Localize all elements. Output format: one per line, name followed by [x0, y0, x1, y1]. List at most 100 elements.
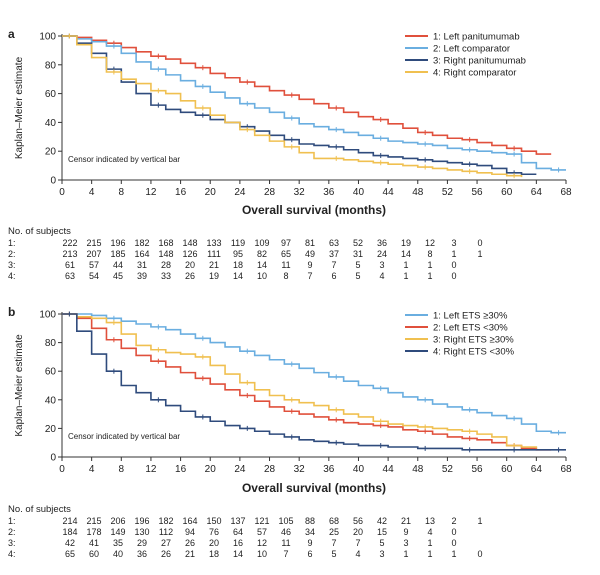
x-tick-label: 16: [175, 187, 187, 198]
risk-cell: 28: [161, 260, 171, 270]
risk-cell: 1: [403, 549, 408, 559]
risk-cell: 164: [182, 516, 197, 526]
risk-cell: 222: [62, 238, 77, 248]
risk-cell: 182: [134, 238, 149, 248]
risk-cell: 2:: [8, 527, 16, 537]
x-tick-label: 40: [353, 464, 365, 475]
risk-cell: 182: [158, 516, 173, 526]
risk-cell: 60: [89, 549, 99, 559]
km-curve-series-3: [62, 313, 538, 449]
x-tick-label: 44: [383, 464, 395, 475]
risk-cell: 150: [206, 516, 221, 526]
x-tick-label: 48: [412, 464, 424, 475]
risk-cell: 1: [477, 249, 482, 259]
km-curve-series-1: [62, 313, 566, 434]
risk-cell: 97: [281, 238, 291, 248]
risk-cell: 12: [425, 238, 435, 248]
risk-cell: 21: [209, 260, 219, 270]
risk-cell: 149: [110, 527, 125, 537]
x-tick-label: 68: [560, 464, 572, 475]
risk-cell: 65: [281, 249, 291, 259]
km-curve-series-4: [62, 313, 566, 451]
risk-cell: 40: [113, 549, 123, 559]
risk-cell: 57: [89, 260, 99, 270]
risk-cell: 213: [62, 249, 77, 259]
risk-cell: 15: [377, 527, 387, 537]
x-tick-label: 32: [294, 464, 306, 475]
risk-cell: 133: [206, 238, 221, 248]
x-tick-label: 28: [264, 187, 276, 198]
km-curve-series-2: [62, 313, 552, 451]
risk-cell: 11: [281, 260, 290, 270]
risk-cell: 3: [379, 260, 384, 270]
risk-cell: 95: [233, 249, 243, 259]
x-tick-label: 8: [119, 464, 125, 475]
risk-cell: 9: [403, 527, 408, 537]
y-tick-label: 40: [45, 118, 57, 129]
risk-cell: 4: [355, 549, 360, 559]
risk-cell: 26: [185, 271, 195, 281]
risk-cell: 0: [451, 527, 456, 537]
risk-cell: 61: [65, 260, 75, 270]
risk-cell: 10: [257, 271, 267, 281]
risk-cell: 1: [427, 549, 432, 559]
risk-cell: 20: [209, 538, 219, 548]
risk-cell: 27: [161, 538, 171, 548]
x-tick-label: 52: [442, 187, 454, 198]
risk-cell: 1: [427, 260, 432, 270]
risk-cell: 105: [278, 516, 293, 526]
risk-cell: 126: [182, 249, 197, 259]
risk-cell: 25: [329, 527, 339, 537]
risk-cell: 31: [353, 249, 363, 259]
y-tick-label: 20: [45, 147, 57, 158]
risk-cell: 13: [425, 516, 435, 526]
legend-entry: 2: Left comparator: [433, 44, 510, 55]
risk-cell: 54: [89, 271, 99, 281]
risk-cell: 21: [401, 516, 411, 526]
risk-cell: 49: [305, 249, 315, 259]
risk-cell: 45: [113, 271, 123, 281]
risk-cell: 65: [65, 549, 75, 559]
risk-cell: 64: [233, 527, 243, 537]
risk-cell: 41: [89, 538, 99, 548]
risk-cell: 168: [158, 238, 173, 248]
risk-cell: 37: [329, 249, 339, 259]
y-axis-title: Kaplan–Meier estimate: [14, 334, 25, 437]
x-tick-label: 36: [323, 464, 335, 475]
x-axis-title: Overall survival (months): [242, 203, 386, 217]
y-tick-label: 100: [39, 32, 56, 43]
x-tick-label: 60: [501, 464, 513, 475]
risk-cell: 8: [283, 271, 288, 281]
risk-cell: 7: [307, 271, 312, 281]
risk-cell: 137: [230, 516, 245, 526]
risk-cell: 36: [137, 549, 147, 559]
risk-cell: 0: [451, 260, 456, 270]
risk-cell: 215: [86, 516, 101, 526]
risk-cell: 68: [329, 516, 339, 526]
risk-cell: 82: [257, 249, 267, 259]
risk-cell: 42: [377, 516, 387, 526]
risk-cell: 36: [377, 238, 387, 248]
risk-cell: 112: [159, 527, 173, 537]
risk-cell: 14: [233, 549, 243, 559]
panel-label: b: [8, 305, 15, 319]
x-tick-label: 8: [119, 187, 125, 198]
y-tick-label: 80: [45, 338, 57, 349]
risk-cell: 130: [134, 527, 149, 537]
risk-cell: 5: [355, 260, 360, 270]
risk-cell: 7: [331, 538, 336, 548]
y-tick-label: 20: [45, 424, 57, 435]
risk-cell: 3:: [8, 260, 16, 270]
risk-cell: 1: [451, 549, 456, 559]
legend-entry: 2: Left ETS <30%: [433, 323, 508, 334]
x-tick-label: 52: [442, 464, 454, 475]
risk-cell: 1: [477, 516, 482, 526]
risk-cell: 14: [257, 260, 267, 270]
legend-entry: 1: Left panitumumab: [433, 32, 520, 43]
x-tick-label: 40: [353, 187, 365, 198]
risk-cell: 3: [451, 238, 456, 248]
y-axis-title: Kaplan–Meier estimate: [14, 56, 25, 159]
risk-cell: 9: [307, 260, 312, 270]
risk-cell: 34: [305, 527, 315, 537]
